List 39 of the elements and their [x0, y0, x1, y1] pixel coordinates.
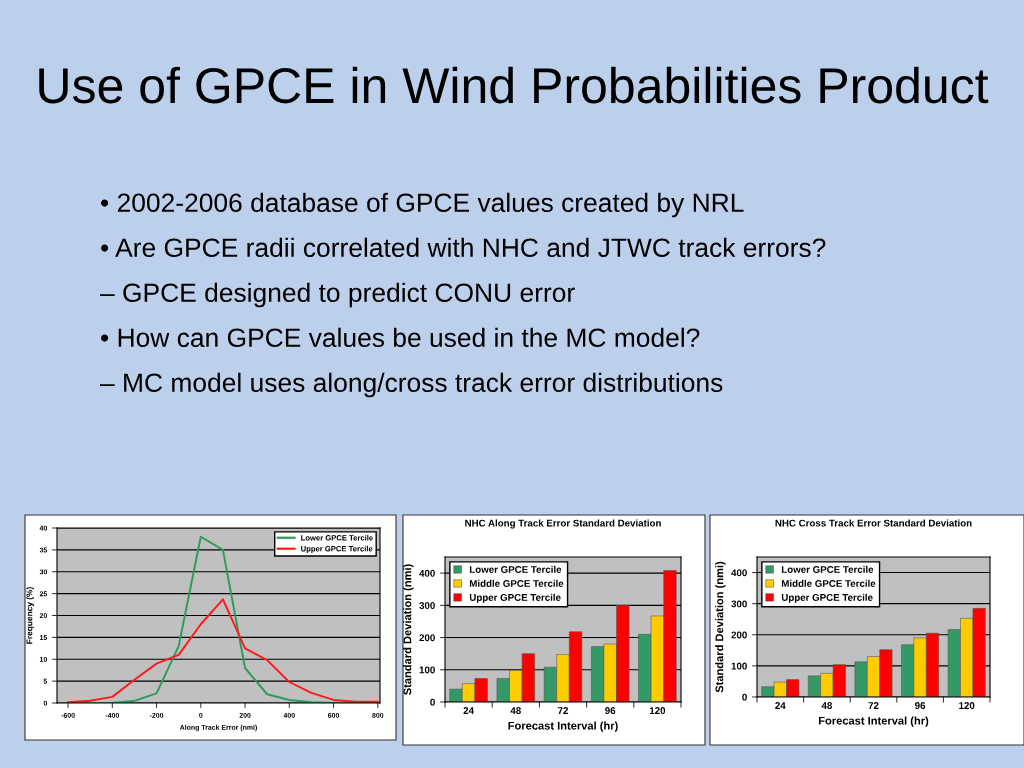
legend-label: Lower GPCE Tercile: [469, 565, 562, 573]
y-axis-title: Standard Deviation (nmi): [715, 561, 726, 693]
text: – MC model uses along/cross track error distributions: [100, 372, 723, 398]
x-tick-label: 96: [605, 707, 616, 714]
text: – GPCE designed to predict CONU error: [100, 282, 575, 308]
x-tick-label: 120: [649, 707, 666, 714]
line-series: [67, 598, 379, 703]
y-tick-label: 300: [731, 600, 747, 608]
chart-title: NHC Along Track Error Standard Deviation: [465, 519, 661, 529]
x-tick-label: 24: [775, 702, 786, 709]
y-tick-label: 100: [731, 662, 747, 670]
y-tick-label: 200: [419, 634, 435, 642]
y-tick-label: 0: [742, 693, 747, 701]
legend-label: Upper GPCE Tercile: [781, 593, 873, 603]
x-axis-title: Forecast Interval (hr): [508, 721, 618, 732]
x-tick-label: 24: [463, 707, 474, 714]
x-axis-title: Forecast Interval (hr): [818, 716, 929, 727]
x-tick-label: 72: [868, 702, 879, 709]
text: Use of GPCE in Wind Probabilities Product: [39, 66, 989, 104]
y-tick-label: 400: [419, 569, 435, 577]
y-tick-label: 100: [419, 666, 435, 674]
x-tick-label: 96: [915, 702, 926, 709]
y-tick-label: 200: [731, 631, 747, 639]
text: • How can GPCE values be used in the MC model?: [101, 327, 700, 348]
legend-label: Middle GPCE Tercile: [781, 579, 876, 587]
y-tick-label: 400: [731, 569, 747, 577]
y-axis-title: Standard Deviation (nmi): [403, 564, 414, 695]
legend-label: Middle GPCE Tercile: [469, 579, 564, 587]
chart-title: NHC Cross Track Error Standard Deviation: [775, 519, 972, 527]
x-tick-label: 120: [959, 702, 975, 709]
text: • 2002-2006 database of GPCE values created by NRL: [101, 192, 744, 218]
y-axis-title: Frequency (%): [26, 587, 34, 644]
text: • Are GPCE radii correlated with NHC and JTWC track errors?: [101, 237, 826, 258]
legend-label: Upper GPCE Tercile: [469, 593, 561, 603]
x-tick-label: 72: [558, 707, 569, 714]
y-tick-label: 300: [419, 602, 435, 609]
x-tick-label: 48: [821, 702, 833, 709]
x-tick-label: 48: [510, 707, 521, 714]
legend-label: Lower GPCE Tercile: [781, 565, 874, 573]
